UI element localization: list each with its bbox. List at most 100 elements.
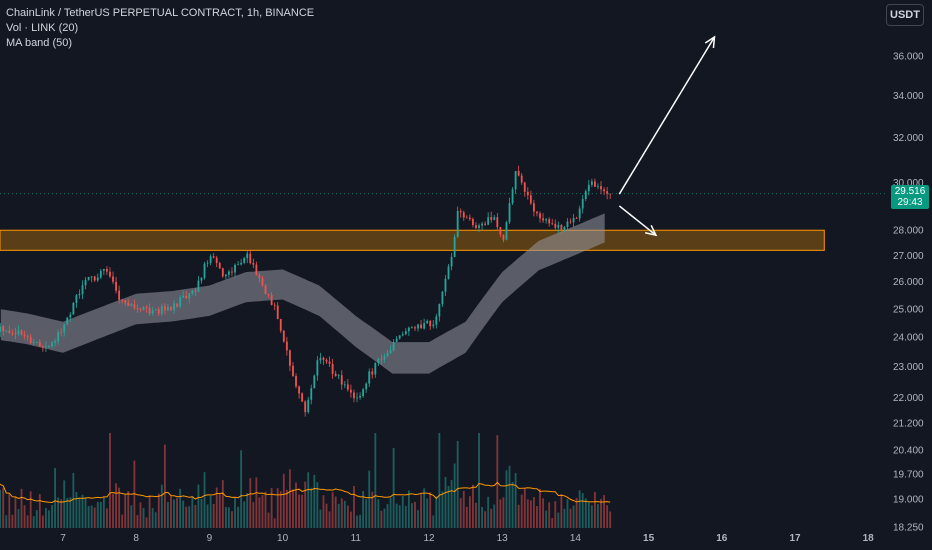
candle	[328, 361, 331, 364]
candle	[441, 291, 444, 305]
candle	[414, 327, 416, 329]
volume-bar	[118, 487, 121, 528]
candle	[526, 191, 529, 196]
volume-bar	[386, 503, 389, 528]
symbol-title[interactable]: ChainLink / TetherUS PERPETUAL CONTRACT,…	[6, 7, 315, 19]
volume-bar	[51, 505, 53, 528]
candle	[389, 350, 392, 353]
volume-bar	[496, 435, 499, 528]
candle	[465, 217, 468, 219]
volume-bar	[237, 506, 239, 528]
volume-bar	[130, 505, 133, 528]
volume-bar	[264, 491, 267, 528]
volume-bar	[0, 489, 2, 528]
candle	[316, 360, 319, 376]
volume-bar	[472, 484, 474, 528]
bullish-arrow-line[interactable]	[618, 36, 716, 195]
candle	[252, 263, 255, 265]
volume-ma-line	[0, 481, 611, 504]
candle	[313, 375, 316, 389]
candle	[496, 217, 499, 228]
volume-bar	[597, 503, 599, 528]
candle	[160, 306, 163, 314]
candle	[472, 219, 474, 226]
volume-bar	[542, 498, 544, 528]
volume-bar	[490, 508, 493, 528]
candle	[249, 253, 252, 264]
volume-bar	[365, 499, 368, 528]
volume-bar	[554, 501, 557, 528]
volume-bar	[529, 500, 532, 528]
candle	[234, 264, 236, 273]
candle	[206, 262, 209, 264]
volume-bar	[301, 494, 304, 528]
volume-bar	[493, 504, 496, 528]
ma-band-indicator-label[interactable]: MA band (50)	[6, 37, 73, 49]
volume-bar	[590, 505, 593, 528]
volume-bar	[392, 447, 395, 528]
candle	[279, 319, 282, 331]
candle	[325, 359, 328, 362]
volume-bar	[139, 502, 142, 528]
candle	[304, 401, 307, 413]
candle	[0, 326, 2, 332]
volume-bar	[63, 480, 66, 528]
volume-bar	[560, 494, 563, 528]
volume-bar	[170, 496, 172, 528]
volume-bar	[32, 516, 35, 528]
support-zone-rectangle[interactable]	[0, 229, 825, 251]
candle	[157, 309, 160, 314]
bullish-arrow-head[interactable]	[704, 35, 716, 49]
candle	[182, 295, 185, 298]
volume-bar	[75, 491, 78, 528]
candle	[545, 219, 548, 221]
candle	[154, 309, 157, 311]
candle	[508, 203, 511, 223]
volume-indicator-label[interactable]: Vol · LINK (20)	[6, 22, 79, 34]
candle	[14, 333, 17, 335]
volume-bar	[72, 472, 75, 528]
candle	[468, 217, 471, 220]
volume-bar	[304, 481, 307, 528]
candle	[218, 263, 221, 269]
volume-bar	[551, 517, 554, 528]
volume-bar	[60, 499, 63, 528]
candle	[529, 195, 532, 204]
candle	[191, 290, 194, 294]
volume-bar	[423, 488, 426, 528]
volume-bar	[240, 450, 243, 528]
candle	[587, 184, 590, 192]
volume-bar	[545, 510, 548, 528]
bearish-arrow-head[interactable]	[645, 224, 658, 237]
volume-bar	[270, 488, 273, 528]
volume-bar	[578, 490, 581, 528]
candle	[609, 193, 612, 195]
candle	[81, 285, 84, 295]
candle	[194, 290, 197, 292]
volume-bar	[145, 517, 148, 528]
volume-bar	[322, 495, 325, 528]
candle	[255, 264, 258, 276]
volume-bar	[362, 491, 365, 528]
time-axis-label: 11	[351, 533, 362, 544]
candle	[499, 227, 502, 235]
candle	[139, 308, 142, 310]
candle	[377, 358, 380, 364]
volume-bar	[462, 490, 465, 528]
bearish-arrow-line[interactable]	[618, 205, 657, 236]
volume-bar	[224, 506, 227, 528]
volume-bar	[325, 503, 328, 528]
candle	[606, 191, 609, 194]
candle	[307, 399, 310, 413]
candle	[417, 324, 419, 329]
volume-bar	[133, 460, 136, 528]
volume-bar	[66, 497, 69, 528]
currency-button[interactable]: USDT	[886, 4, 924, 26]
price-axis-label: 36.000	[893, 52, 924, 63]
volume-bar	[78, 497, 81, 528]
candle	[334, 373, 337, 376]
volume-bar	[206, 504, 209, 528]
candle	[301, 393, 304, 402]
